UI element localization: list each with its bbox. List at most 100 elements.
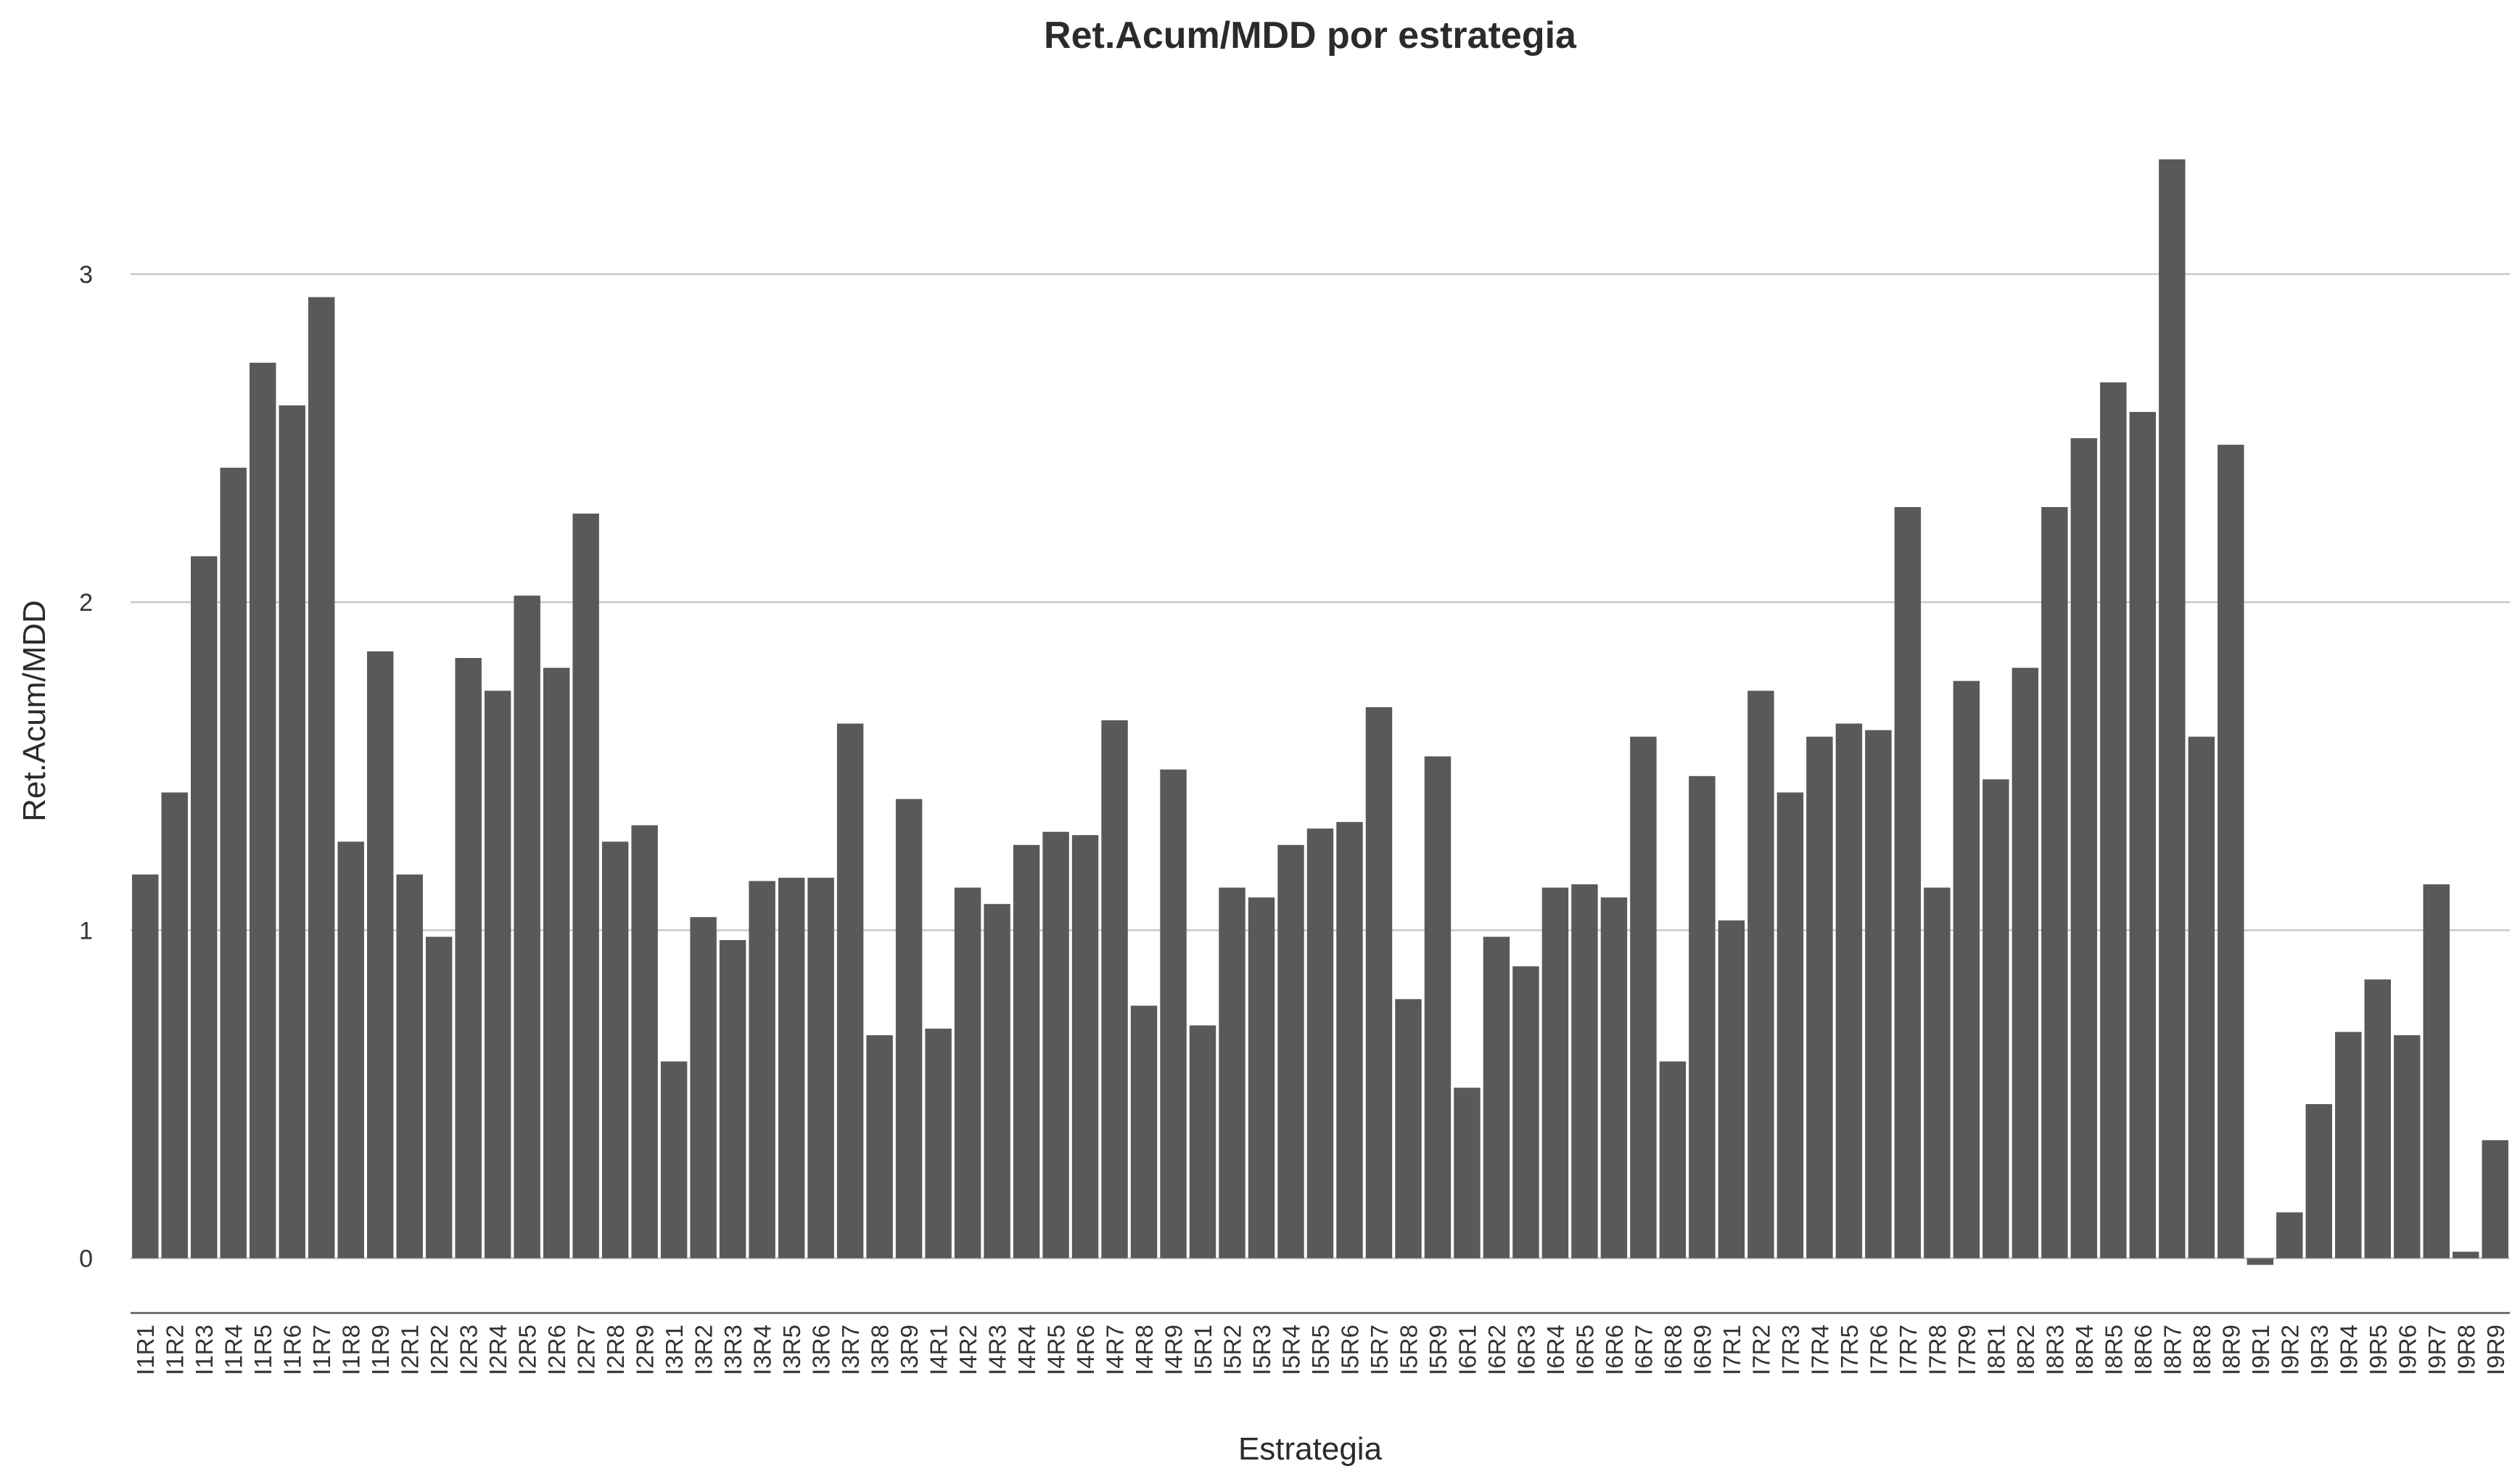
- x-tick-label: I8R8: [2188, 1325, 2215, 1375]
- bar-i6r5: [1571, 884, 1598, 1259]
- bar-i5r3: [1248, 897, 1275, 1259]
- x-tick-label: I3R9: [896, 1325, 923, 1375]
- x-tick-label: I9R8: [2453, 1325, 2479, 1375]
- x-tick-label: I2R2: [426, 1325, 453, 1375]
- bar-i3r1: [660, 1061, 688, 1259]
- x-axis-ticks: I1R1 I1R2 I1R3 I1R4 I1R5 I1R6 I1R7 I1R8 I1R9 I2R1…: [132, 1325, 2509, 1375]
- bar-i2r4: [484, 691, 511, 1259]
- x-tick-label: I8R6: [2130, 1325, 2157, 1375]
- x-tick-label: I1R8: [338, 1325, 365, 1375]
- x-tick-label: I3R5: [778, 1325, 805, 1375]
- bar-i6r9: [1689, 775, 1716, 1259]
- x-tick-label: I3R7: [837, 1325, 864, 1375]
- bar-i9r6: [2394, 1035, 2421, 1259]
- x-tick-label: I2R9: [632, 1325, 659, 1375]
- x-tick-label: I9R2: [2276, 1325, 2303, 1375]
- bar-i3r9: [895, 799, 923, 1259]
- x-tick-label: I9R9: [2482, 1325, 2509, 1375]
- x-axis-label: Estrategia: [1238, 1431, 1383, 1467]
- x-tick-label: I7R6: [1865, 1325, 1892, 1375]
- x-tick-label: I5R3: [1248, 1325, 1275, 1375]
- x-tick-label: I9R1: [2247, 1325, 2274, 1375]
- x-tick-label: I4R2: [955, 1325, 981, 1375]
- x-tick-label: I2R3: [456, 1325, 482, 1375]
- x-tick-label: I3R3: [720, 1325, 746, 1375]
- bar-i8r8: [2188, 736, 2215, 1259]
- x-tick-label: I7R2: [1747, 1325, 1774, 1375]
- x-tick-label: I6R4: [1542, 1325, 1569, 1375]
- bar-i6r3: [1512, 966, 1539, 1259]
- x-tick-label: I3R2: [691, 1325, 717, 1375]
- x-tick-label: I2R4: [485, 1325, 511, 1375]
- bar-i2r6: [543, 667, 570, 1259]
- bar-i8r4: [2070, 438, 2098, 1259]
- bar-i7r8: [1924, 887, 1951, 1259]
- y-tick-label: 3: [79, 261, 93, 289]
- bar-i9r1: [2247, 1258, 2274, 1265]
- x-tick-label: I1R4: [221, 1325, 247, 1375]
- x-tick-label: I6R5: [1571, 1325, 1598, 1375]
- x-tick-label: I1R2: [162, 1325, 189, 1375]
- x-tick-label: I8R4: [2071, 1325, 2098, 1375]
- bar-i9r7: [2423, 884, 2450, 1259]
- x-tick-label: I7R3: [1777, 1325, 1804, 1375]
- bar-i1r9: [366, 651, 394, 1259]
- y-axis-ticks: 0 1 2 3: [79, 261, 93, 1273]
- bar-i6r1: [1454, 1087, 1481, 1259]
- x-tick-label: I8R1: [1982, 1325, 2009, 1375]
- x-tick-label: I5R4: [1278, 1325, 1305, 1375]
- x-tick-label: I5R8: [1395, 1325, 1422, 1375]
- bar-i5r1: [1189, 1025, 1216, 1259]
- bar-i2r5: [514, 596, 540, 1259]
- x-tick-label: I4R3: [984, 1325, 1011, 1375]
- bar-i2r1: [396, 874, 423, 1259]
- bar-i3r3: [719, 939, 746, 1259]
- bar-i2r2: [425, 936, 453, 1259]
- y-tick-label: 1: [79, 917, 93, 944]
- bar-i4r2: [954, 887, 981, 1259]
- bar-i1r3: [191, 556, 218, 1259]
- x-tick-label: I4R6: [1072, 1325, 1099, 1375]
- bar-i7r4: [1806, 736, 1833, 1259]
- bar-i6r4: [1541, 887, 1569, 1259]
- x-tick-label: I8R3: [2041, 1325, 2068, 1375]
- bar-i8r6: [2129, 411, 2157, 1259]
- x-tick-label: I4R8: [1131, 1325, 1158, 1375]
- bar-i1r6: [279, 405, 305, 1259]
- bar-i5r6: [1336, 822, 1363, 1259]
- bar-i7r9: [1953, 680, 1980, 1259]
- x-tick-label: I2R8: [602, 1325, 629, 1375]
- x-tick-label: I4R1: [926, 1325, 952, 1375]
- bar-i8r2: [2012, 667, 2039, 1259]
- x-tick-label: I2R5: [514, 1325, 541, 1375]
- bar-i7r5: [1835, 723, 1863, 1259]
- x-tick-label: I5R6: [1336, 1325, 1363, 1375]
- bar-i4r3: [984, 904, 1010, 1259]
- bar-i4r6: [1071, 835, 1099, 1259]
- x-tick-label: I5R2: [1219, 1325, 1246, 1375]
- x-tick-label: I6R8: [1660, 1325, 1687, 1375]
- bar-i7r7: [1894, 507, 1922, 1259]
- x-tick-label: I5R7: [1366, 1325, 1393, 1375]
- x-tick-label: I7R5: [1836, 1325, 1863, 1375]
- bar-i2r8: [601, 841, 629, 1259]
- bar-i7r1: [1718, 920, 1745, 1259]
- x-tick-label: I6R6: [1601, 1325, 1628, 1375]
- x-tick-label: I6R2: [1483, 1325, 1510, 1375]
- bar-i6r7: [1630, 736, 1657, 1259]
- bar-i3r6: [807, 878, 834, 1259]
- x-tick-label: I9R7: [2424, 1325, 2450, 1375]
- x-tick-label: I4R5: [1043, 1325, 1070, 1375]
- bar-i5r2: [1219, 887, 1245, 1259]
- bar-i5r7: [1365, 707, 1393, 1259]
- bar-i9r8: [2453, 1251, 2479, 1259]
- x-tick-label: I9R3: [2306, 1325, 2333, 1375]
- bar-i7r2: [1747, 691, 1774, 1259]
- bar-i4r8: [1130, 1005, 1158, 1259]
- x-tick-label: I7R9: [1953, 1325, 1980, 1375]
- x-tick-label: I4R9: [1161, 1325, 1187, 1375]
- bar-i3r4: [749, 881, 775, 1259]
- x-tick-label: I6R7: [1630, 1325, 1657, 1375]
- bar-i6r8: [1659, 1061, 1687, 1259]
